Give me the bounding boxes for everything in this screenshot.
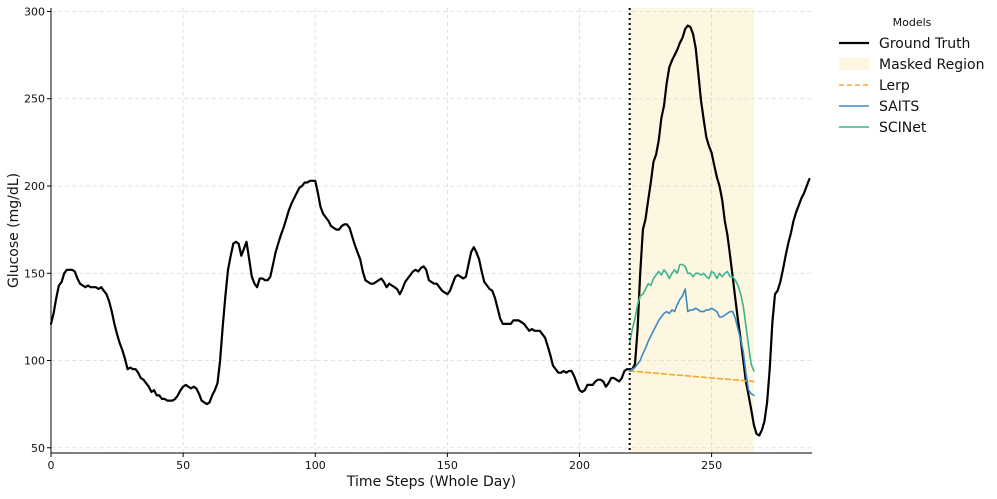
series-line-scinet — [628, 263, 755, 372]
x-tick-label: 100 — [305, 459, 326, 472]
legend-label-lerp: Lerp — [879, 78, 910, 94]
series-line-lerp — [628, 370, 755, 383]
legend: Models Ground Truth Masked Region Lerp SAIT… — [839, 16, 984, 136]
series-layer — [49, 8, 811, 453]
x-axis-label: Time Steps (Whole Day) — [346, 474, 516, 490]
legend-label-saits: SAITS — [879, 99, 919, 115]
legend-label-masked-region: Masked Region — [879, 57, 984, 73]
legend-title: Models — [893, 16, 932, 29]
x-tick-label: 50 — [176, 459, 190, 472]
x-tick-label: 250 — [701, 459, 722, 472]
series-line-saits — [628, 288, 755, 397]
grid-layer — [50, 8, 812, 453]
y-tick-label: 100 — [24, 355, 45, 368]
masked-region-layer — [629, 8, 754, 453]
x-tick-label: 200 — [569, 459, 590, 472]
y-axis-label: Glucose (mg/dL) — [6, 173, 22, 288]
y-tick-label: 250 — [24, 93, 45, 106]
x-tick-label: 150 — [437, 459, 458, 472]
x-tick-label: 0 — [48, 459, 55, 472]
legend-label-ground-truth: Ground Truth — [879, 36, 970, 52]
y-tick-label: 50 — [31, 442, 45, 455]
legend-label-scinet: SCINet — [879, 120, 927, 136]
axes-layer — [50, 8, 812, 454]
y-tick-label: 300 — [24, 5, 45, 18]
series-line-ground-truth — [49, 24, 811, 437]
y-tick-label: 150 — [24, 267, 45, 280]
y-tick-label: 200 — [24, 180, 45, 193]
legend-swatch-masked-region — [839, 58, 869, 70]
masked-region — [629, 8, 754, 453]
